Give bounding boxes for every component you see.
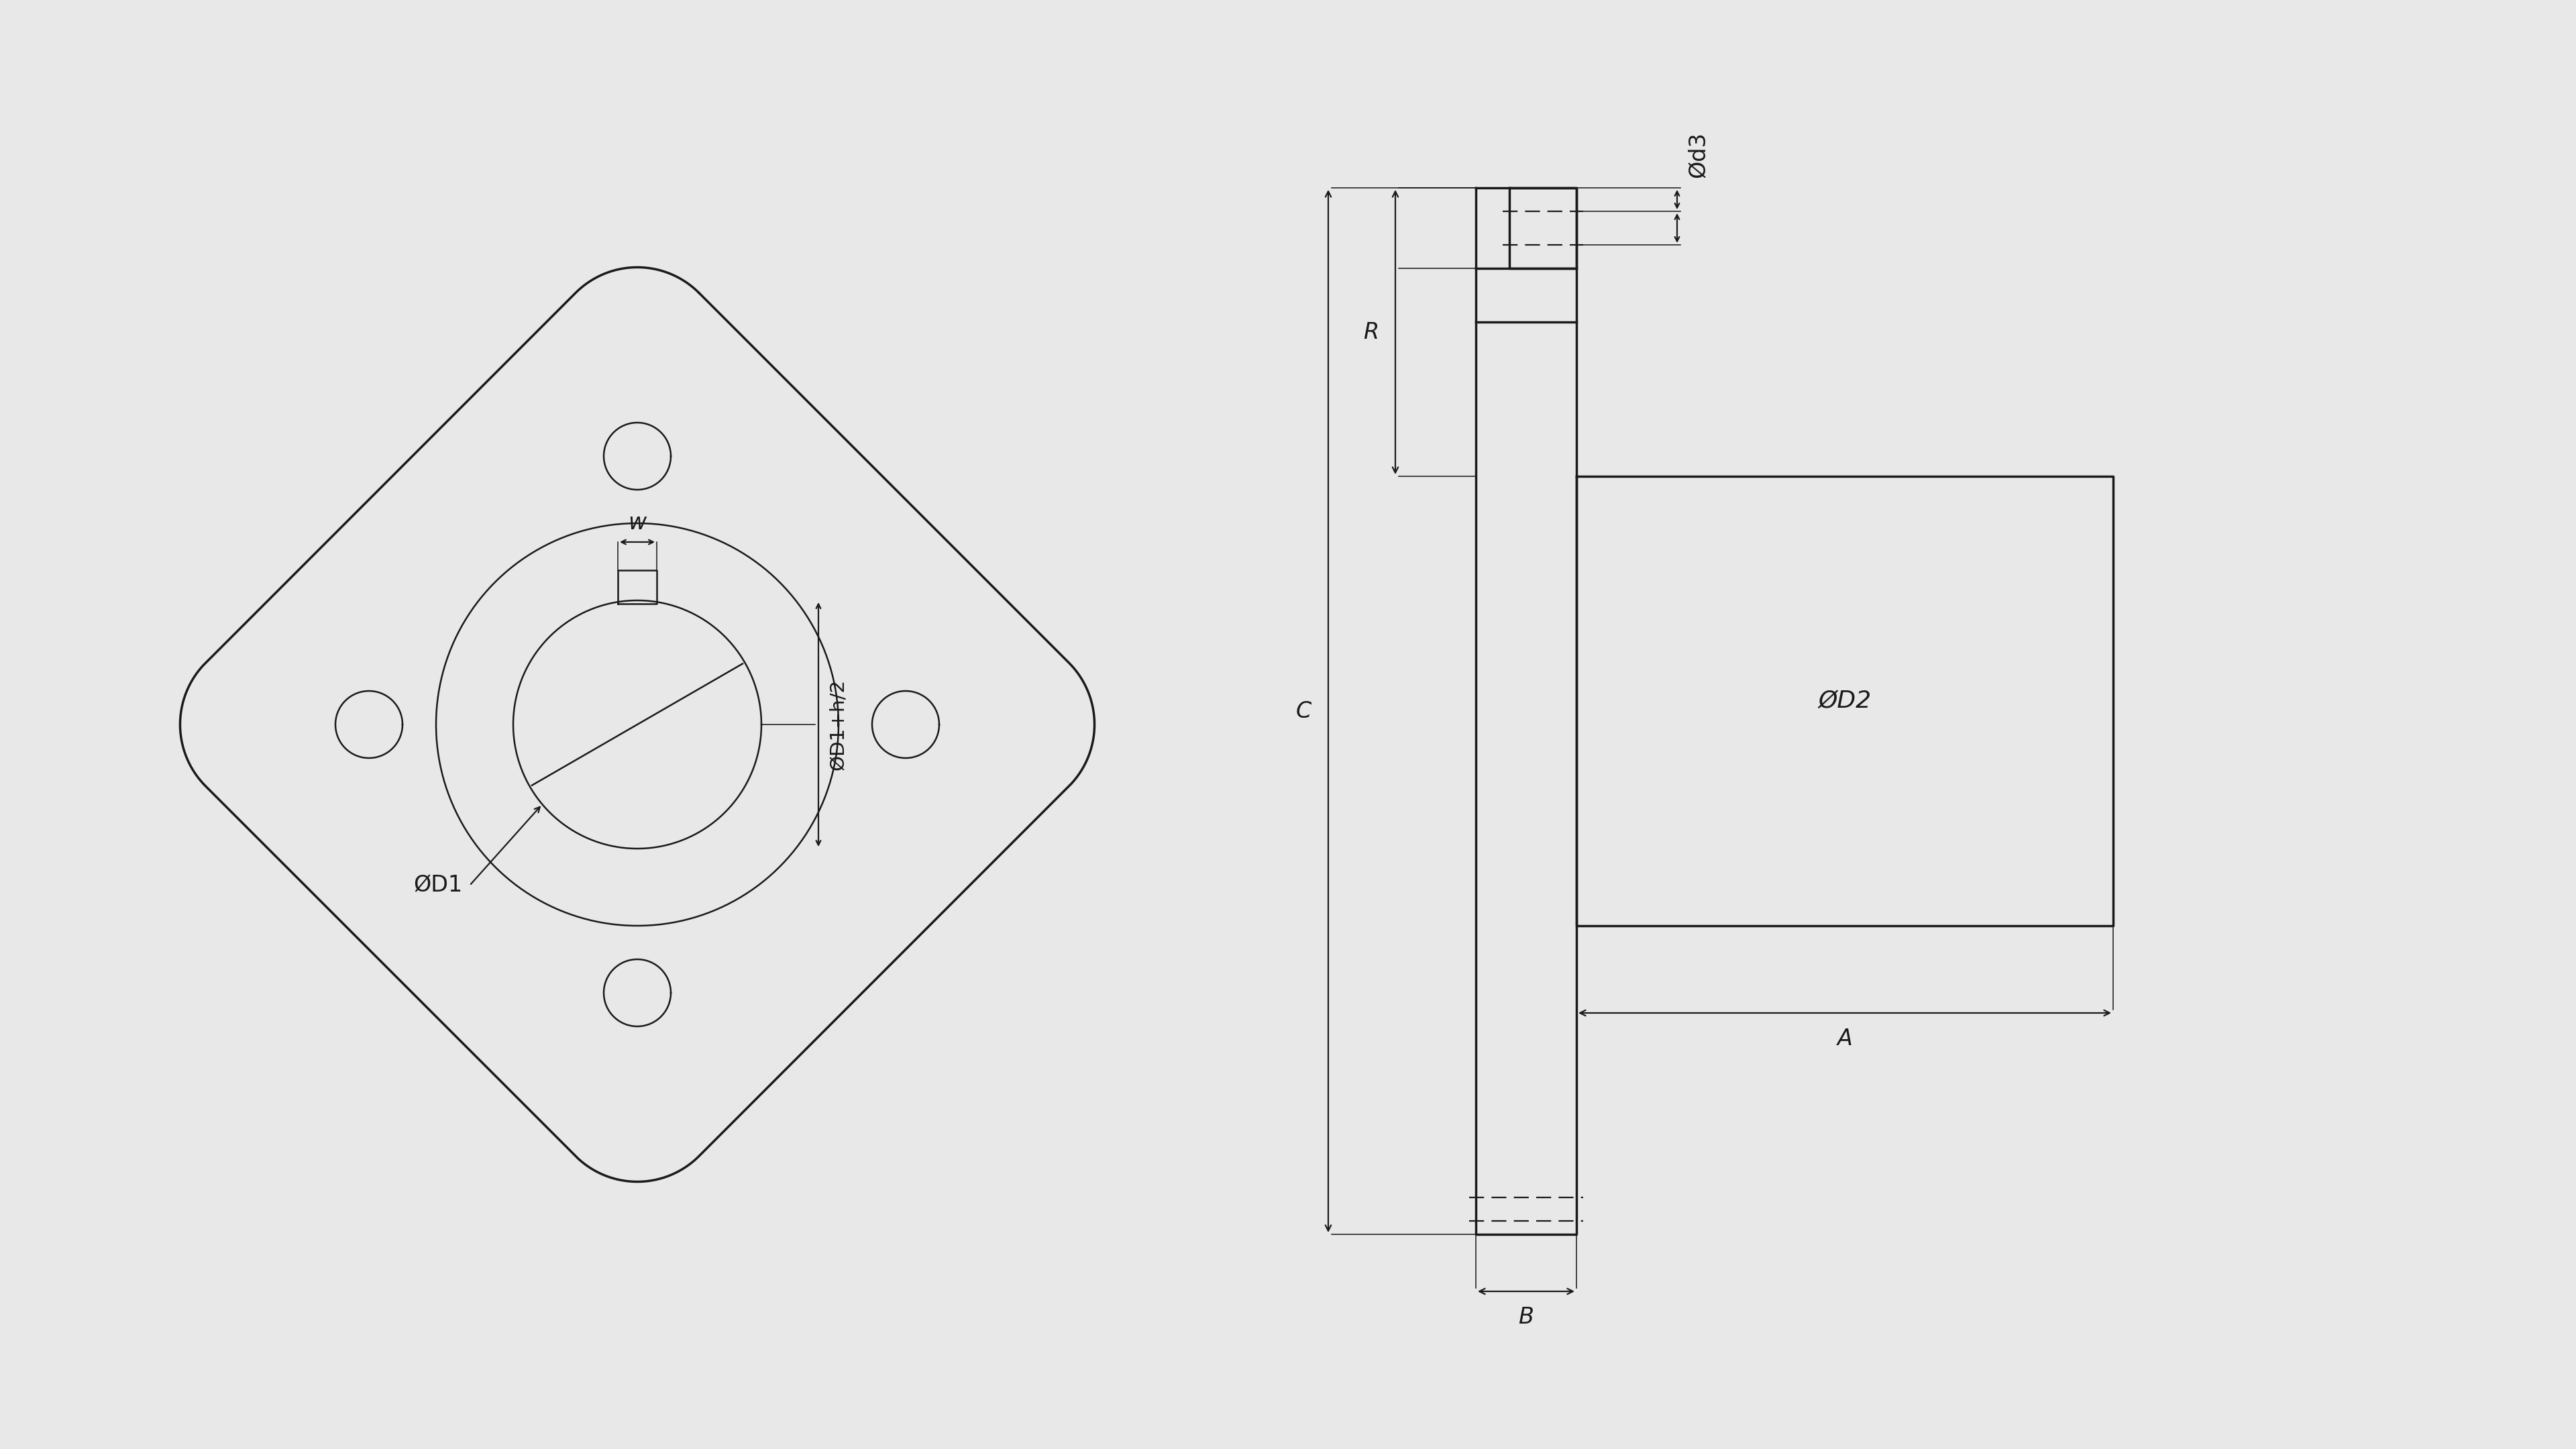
Text: B: B xyxy=(1517,1306,1533,1329)
Text: ØD1+h/2: ØD1+h/2 xyxy=(829,678,848,771)
Text: ØD2: ØD2 xyxy=(1819,690,1870,713)
Text: A: A xyxy=(1837,1027,1852,1051)
Text: ØD1: ØD1 xyxy=(415,874,464,897)
Text: R: R xyxy=(1363,322,1378,343)
Text: C: C xyxy=(1296,700,1311,722)
Text: Ød3: Ød3 xyxy=(1687,132,1710,178)
Text: w: w xyxy=(629,511,647,535)
